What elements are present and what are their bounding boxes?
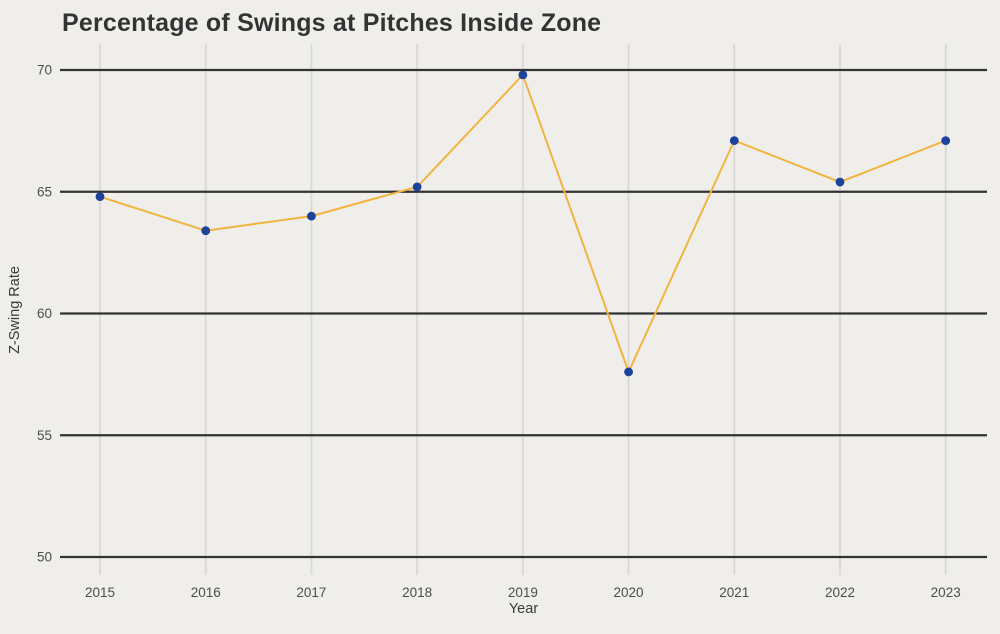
y-tick-label: 60 (37, 306, 52, 321)
x-tick-label: 2023 (931, 585, 961, 600)
x-tick-label: 2018 (402, 585, 432, 600)
data-point (201, 226, 211, 236)
data-point (95, 192, 105, 202)
data-point (624, 367, 633, 377)
x-tick-label: 2016 (191, 585, 221, 600)
data-point (941, 136, 951, 146)
y-tick-label: 50 (37, 550, 52, 565)
y-tick-label: 70 (37, 63, 52, 78)
y-tick-label: 55 (37, 428, 52, 443)
y-tick-label: 65 (37, 184, 52, 199)
data-point (729, 136, 739, 146)
x-tick-label: 2020 (614, 585, 644, 600)
x-axis-title: Year (508, 601, 539, 617)
data-point (835, 177, 845, 187)
y-axis-title: Z-Swing Rate (7, 266, 23, 354)
chart-title: Percentage of Swings at Pitches Inside Z… (62, 9, 602, 37)
x-tick-label: 2017 (296, 585, 326, 600)
x-tick-label: 2021 (719, 585, 749, 600)
data-point (518, 70, 528, 80)
data-point (307, 211, 316, 221)
data-point (412, 182, 422, 192)
x-tick-label: 2015 (85, 585, 115, 600)
x-tick-label: 2022 (825, 585, 855, 600)
x-tick-label: 2019 (508, 585, 538, 600)
